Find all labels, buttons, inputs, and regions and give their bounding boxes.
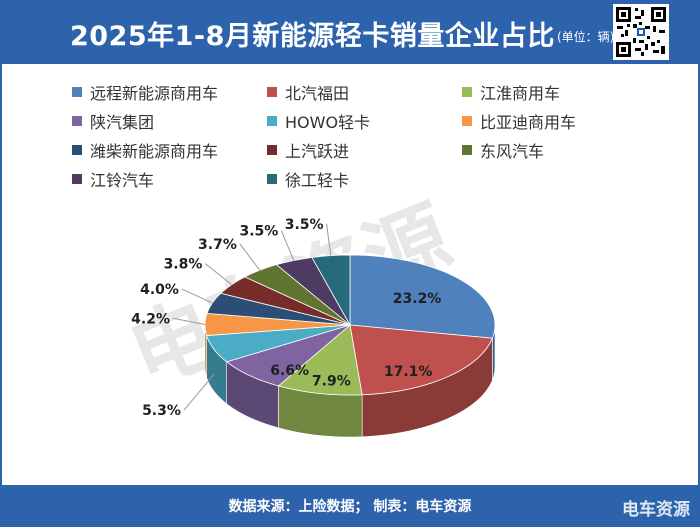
unit-label: (单位：辆) xyxy=(557,30,615,44)
data-label: 3.5% xyxy=(285,217,324,233)
data-label: 4.2% xyxy=(131,311,170,327)
legend-item: 比亚迪商用车 xyxy=(462,109,576,133)
legend-item: 徐工轻卡 xyxy=(267,167,349,191)
data-label: 17.1% xyxy=(384,364,433,380)
footer-bar: 数据来源：上险数据； 制表：电车资源 电车资源 xyxy=(0,485,700,527)
legend-label: 陕汽集团 xyxy=(90,113,155,132)
legend-label: 江铃汽车 xyxy=(90,171,155,190)
header-bar: 2025年1-8月新能源轻卡销量企业占比 (单位：辆) xyxy=(0,0,700,64)
data-label: 3.7% xyxy=(198,237,237,253)
legend-swatch xyxy=(267,145,277,155)
legend-item: 江淮商用车 xyxy=(462,80,560,104)
footer-source: 数据来源：上险数据； 制表：电车资源 xyxy=(228,499,472,515)
pie-slice xyxy=(349,324,493,396)
leader-line xyxy=(280,230,295,261)
qr-code-icon xyxy=(613,4,669,60)
data-label: 23.2% xyxy=(393,291,442,307)
leader-line xyxy=(326,223,332,256)
legend-swatch xyxy=(267,116,277,126)
legend-label: HOWO轻卡 xyxy=(285,113,371,132)
legend-swatch xyxy=(267,174,277,184)
footer-brand: 电车资源 xyxy=(622,500,690,520)
legend-swatch xyxy=(267,87,277,97)
legend-swatch xyxy=(462,116,472,126)
leader-line xyxy=(172,317,206,325)
leader-line xyxy=(205,263,232,286)
legend-label: 上汽跃进 xyxy=(285,142,350,161)
chart-title: 2025年1-8月新能源轻卡销量企业占比 xyxy=(70,21,555,52)
data-label: 6.6% xyxy=(270,363,309,379)
legend-item: 北汽福田 xyxy=(267,80,349,104)
data-label: 3.5% xyxy=(240,224,279,240)
leader-line xyxy=(239,243,261,271)
data-label: 7.9% xyxy=(312,374,351,390)
leader-line xyxy=(181,288,213,304)
legend-swatch xyxy=(462,87,472,97)
pie-slice xyxy=(349,254,496,339)
legend-label: 比亚迪商用车 xyxy=(480,113,577,132)
legend-swatch xyxy=(72,87,82,97)
pie-slice xyxy=(277,324,363,396)
legend-item: 东风汽车 xyxy=(462,138,544,162)
leader-line xyxy=(183,374,215,411)
legend-label: 东风汽车 xyxy=(480,142,545,161)
legend-item: 陕汽集团 xyxy=(72,109,154,133)
legend-swatch xyxy=(72,145,82,155)
legend-label: 潍柴新能源商用车 xyxy=(90,142,219,161)
data-label: 3.8% xyxy=(164,257,203,273)
legend-item: 远程新能源商用车 xyxy=(72,80,218,104)
data-label: 5.3% xyxy=(142,403,181,419)
legend-swatch xyxy=(72,174,82,184)
legend-label: 北汽福田 xyxy=(285,84,350,103)
legend-swatch xyxy=(462,145,472,155)
legend-item: 江铃汽车 xyxy=(72,167,154,191)
data-label: 4.0% xyxy=(140,282,179,298)
legend-label: 远程新能源商用车 xyxy=(90,84,219,103)
legend-swatch xyxy=(72,116,82,126)
legend-label: 徐工轻卡 xyxy=(285,171,350,190)
legend-item: HOWO轻卡 xyxy=(267,109,370,133)
legend-label: 江淮商用车 xyxy=(480,84,561,103)
legend-item: 上汽跃进 xyxy=(267,138,349,162)
pie-chart: 23.2%17.1%7.9%6.6%5.3%4.2%4.0%3.8%3.7%3.… xyxy=(131,217,496,438)
legend-item: 潍柴新能源商用车 xyxy=(72,138,218,162)
